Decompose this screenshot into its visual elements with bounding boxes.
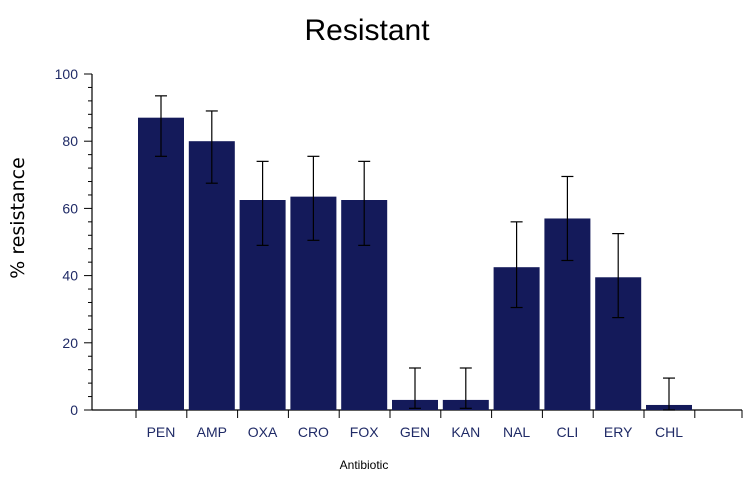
y-axis-label: % resistance bbox=[7, 157, 29, 279]
y-tick-label: 40 bbox=[62, 268, 78, 284]
x-tick-label: AMP bbox=[197, 424, 227, 440]
x-tick-label: CRO bbox=[298, 424, 329, 440]
bar-amp bbox=[188, 141, 235, 410]
bar-pen bbox=[138, 117, 184, 411]
x-tick-label: KAN bbox=[451, 424, 480, 440]
y-tick-label: 20 bbox=[62, 335, 78, 351]
chart-title: Resistant bbox=[304, 14, 430, 47]
y-tick-label: 60 bbox=[62, 200, 78, 216]
x-tick-label: CHL bbox=[655, 424, 683, 440]
y-tick-label: 0 bbox=[70, 402, 78, 418]
y-tick-label: 100 bbox=[55, 66, 79, 82]
y-tick-label: 80 bbox=[62, 133, 78, 149]
x-tick-label: PEN bbox=[147, 424, 176, 440]
plot-area: 0 20 40 60 80 100 PEN AMP OXA CRO FOX GEN KAN NAL CLI E… bbox=[55, 66, 743, 440]
x-tick-label: FOX bbox=[350, 424, 379, 440]
x-tick-label: OXA bbox=[248, 424, 278, 440]
x-tick-label: GEN bbox=[400, 424, 430, 440]
x-tick-label: CLI bbox=[557, 424, 579, 440]
x-tick-label: NAL bbox=[503, 424, 530, 440]
x-tick-label: ERY bbox=[604, 424, 633, 440]
x-axis-label: Antibiotic bbox=[340, 458, 389, 472]
